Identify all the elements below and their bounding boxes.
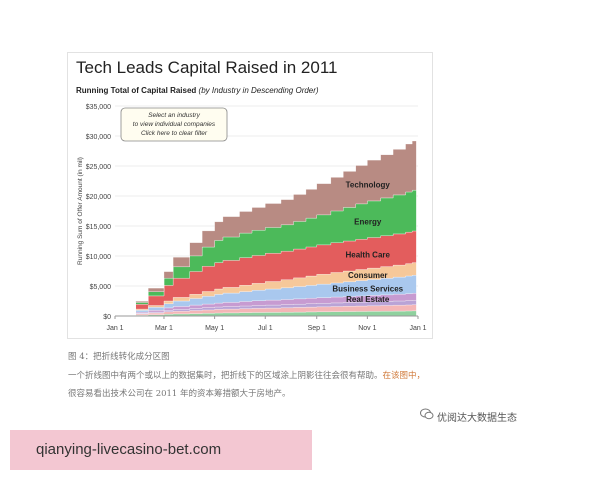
banner-text: qianying-livecasino-bet.com xyxy=(36,441,222,458)
y-tick-label: $20,000 xyxy=(86,194,111,201)
y-tick-label: $10,000 xyxy=(86,254,111,261)
area-label: Health Care xyxy=(346,250,391,259)
y-tick-label: $30,000 xyxy=(86,134,111,141)
caption-line-3: 很容易看出技术公司在 2011 年的资本筹措额大于房地产。 xyxy=(68,389,291,399)
x-tick-label: May 1 xyxy=(205,325,224,332)
y-tick-label: $15,000 xyxy=(86,224,111,231)
y-tick-label: $35,000 xyxy=(86,104,111,111)
area-technology xyxy=(115,137,417,317)
area-label: Business Services xyxy=(332,284,403,293)
ad-banner[interactable]: qianying-livecasino-bet.com xyxy=(10,430,312,470)
x-tick-label: Mar 1 xyxy=(155,325,173,332)
figure-caption: 图 4：把折线转化成分区图 xyxy=(68,352,170,362)
chart-title: Tech Leads Capital Raised in 2011 xyxy=(76,58,338,77)
x-tick-label: Jan 1 xyxy=(106,325,123,332)
x-tick-label: Nov 1 xyxy=(358,325,376,332)
filter-box xyxy=(120,107,228,142)
y-tick-label: $25,000 xyxy=(86,164,111,171)
filter-box-line: Click here to clear filter xyxy=(141,130,208,137)
y-axis-label: Running Sum of Offer Amount (in mil) xyxy=(77,157,84,265)
chart-subtitle: Running Total of Capital Raised (by Indu… xyxy=(76,86,319,95)
filter-box-line: to view individual companies xyxy=(133,121,216,128)
chart-subtitle-bold: Running Total of Capital Raised xyxy=(76,86,197,95)
caption-line-2: 一个折线图中有两个或以上的数据集时，把折线下的区域涂上阴影往往会很有帮助。在该图… xyxy=(68,369,425,381)
y-tick-label: $5,000 xyxy=(90,284,112,291)
filter-box-line: Select an industry xyxy=(148,112,200,119)
x-tick-label: Jul 1 xyxy=(258,325,273,332)
chart-subtitle-italic: (by Industry in Descending Order) xyxy=(198,86,319,95)
x-tick-label: Jan 1 xyxy=(409,325,426,332)
caption-highlight: 在该图中， xyxy=(382,371,426,381)
wechat-icon xyxy=(420,408,434,420)
area-label: Consumer xyxy=(348,271,388,280)
area-label: Technology xyxy=(346,181,391,190)
caption-line-2-text: 一个折线图中有两个或以上的数据集时，把折线下的区域涂上阴影往往会很有帮助。 xyxy=(68,371,383,381)
x-tick-label: Sep 1 xyxy=(308,325,326,332)
area-label: Energy xyxy=(354,218,382,227)
watermark-text: 优阅达大数据生态 xyxy=(437,413,517,424)
y-tick-label: $0 xyxy=(103,314,111,321)
area-label: Real Estate xyxy=(346,295,390,304)
